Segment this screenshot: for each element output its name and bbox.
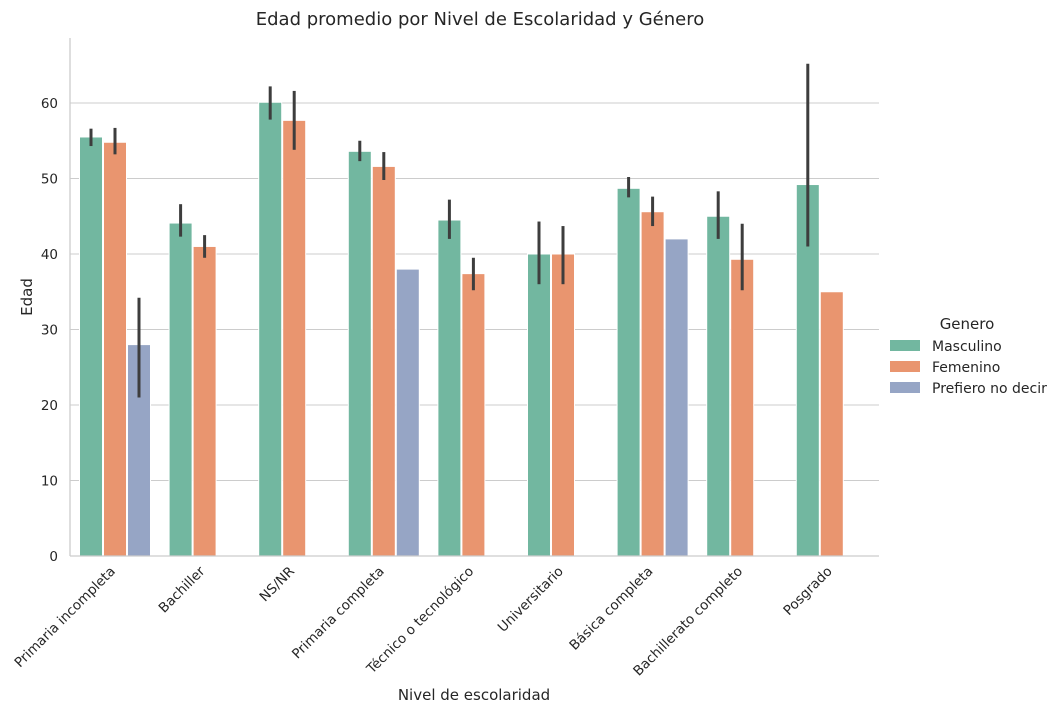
bar	[282, 119, 307, 557]
bar	[437, 219, 462, 557]
x-tick-label: Bachiller	[156, 563, 209, 616]
bar	[371, 165, 396, 557]
y-tick-label: 30	[41, 323, 58, 339]
x-tick-label: Universitario	[495, 564, 567, 636]
bar	[706, 215, 731, 557]
bar	[551, 253, 575, 557]
bar	[347, 150, 372, 557]
x-tick-labels: Primaria incompleta Bachiller NS/NRPrimari…	[11, 563, 835, 679]
bar	[461, 273, 486, 557]
legend-swatch	[890, 361, 920, 372]
bar	[168, 222, 193, 557]
legend-label: Femenino	[932, 360, 1000, 376]
x-tick-label: Posgrado	[780, 564, 835, 619]
bar	[103, 141, 127, 557]
legend-title: Genero	[940, 315, 995, 333]
legend-label: Prefiero no decir	[932, 381, 1047, 397]
x-tick-label: NS/NR	[257, 564, 299, 606]
bar	[79, 136, 103, 557]
error-bars	[89, 63, 810, 398]
bar	[616, 187, 641, 557]
bar	[640, 211, 665, 557]
x-tick-label: Primaria incompleta	[11, 564, 118, 671]
x-axis-label: Nivel de escolaridad	[398, 686, 550, 704]
y-axis-label: Edad	[18, 278, 36, 316]
x-tick-label: Primaria completa	[289, 564, 388, 663]
chart-title: Edad promedio por Nivel de Escolaridad y…	[256, 9, 704, 30]
bar	[819, 291, 844, 557]
y-tick-label: 10	[41, 474, 58, 490]
legend: Genero Masculino Femenino Prefiero no deci…	[890, 315, 1047, 397]
bar	[527, 253, 551, 557]
y-tick-label: 40	[41, 247, 58, 263]
y-tick-label: 0	[49, 549, 58, 565]
x-tick-label: Básica completa	[566, 564, 656, 654]
bar	[730, 258, 755, 557]
legend-swatch	[890, 340, 920, 351]
y-tick-labels: 0 10 20 30 40 50 60	[41, 96, 58, 565]
bar	[258, 101, 283, 557]
bars	[79, 101, 844, 557]
y-tick-label: 20	[41, 398, 58, 414]
legend-label: Masculino	[932, 339, 1002, 355]
bar	[395, 268, 420, 557]
y-tick-label: 60	[41, 96, 58, 112]
bar	[664, 238, 689, 557]
y-tick-label: 50	[41, 172, 58, 188]
legend-swatch	[890, 382, 920, 393]
bar	[192, 245, 217, 557]
